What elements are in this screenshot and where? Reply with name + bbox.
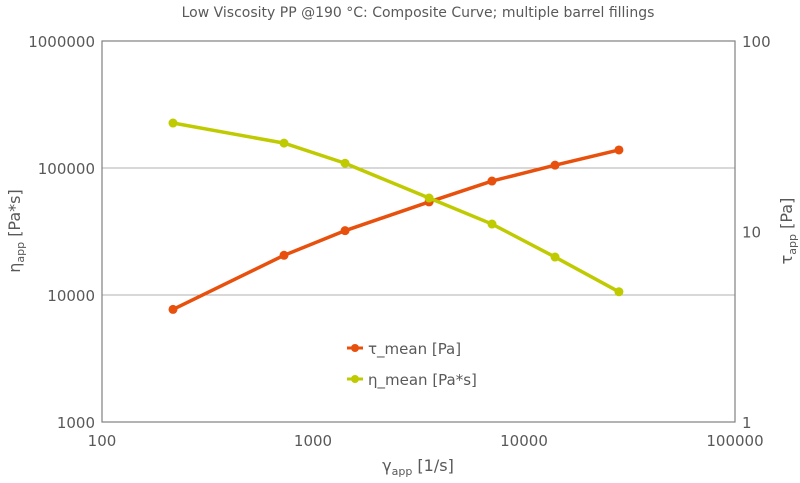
x-tick-label: 100 [88, 432, 117, 450]
data-point-tau[interactable] [550, 160, 560, 170]
data-point-eta[interactable] [487, 219, 497, 229]
x-tick-label: 100000 [706, 432, 763, 450]
legend: τ_mean [Pa] η_mean [Pa*s] [347, 340, 477, 390]
legend-label-tau: τ_mean [Pa] [368, 340, 461, 359]
data-point-eta[interactable] [614, 287, 624, 297]
y-right-tick-label: 100 [742, 33, 771, 51]
data-point-eta[interactable] [279, 138, 289, 148]
y-left-tick-label: 1000000 [28, 33, 95, 51]
y-right-tick-label: 1 [742, 414, 752, 432]
x-tick-label: 1000 [294, 432, 332, 450]
y-axis-right-label: τapp [Pa] [777, 198, 799, 265]
series-line-tau [172, 148, 620, 311]
y-left-tick-label: 10000 [47, 287, 95, 305]
x-tick-label: 10000 [500, 432, 548, 450]
data-point-eta[interactable] [424, 193, 434, 203]
legend-item-tau[interactable]: τ_mean [Pa] [347, 340, 461, 359]
data-point-eta[interactable] [168, 118, 178, 128]
data-point-tau[interactable] [487, 176, 497, 186]
data-point-tau[interactable] [614, 145, 624, 155]
y-right-tick-label: 10 [742, 224, 761, 242]
legend-item-eta[interactable]: η_mean [Pa*s] [347, 371, 477, 390]
data-point-eta[interactable] [550, 252, 560, 262]
data-point-tau[interactable] [168, 304, 178, 314]
y-left-tick-label: 100000 [38, 160, 95, 178]
data-point-tau[interactable] [340, 226, 350, 236]
legend-label-eta: η_mean [Pa*s] [368, 371, 477, 390]
series-line-eta [172, 121, 620, 294]
data-point-eta[interactable] [340, 158, 350, 168]
y-axis-left-label: ηapp [Pa*s] [5, 189, 27, 273]
data-point-tau[interactable] [279, 250, 289, 260]
y-left-tick-label: 1000 [57, 414, 95, 432]
x-axis-label: γapp [1/s] [382, 456, 454, 478]
chart-title: Low Viscosity PP @190 °C: Composite Curv… [182, 5, 655, 21]
plot-frame [101, 40, 736, 423]
